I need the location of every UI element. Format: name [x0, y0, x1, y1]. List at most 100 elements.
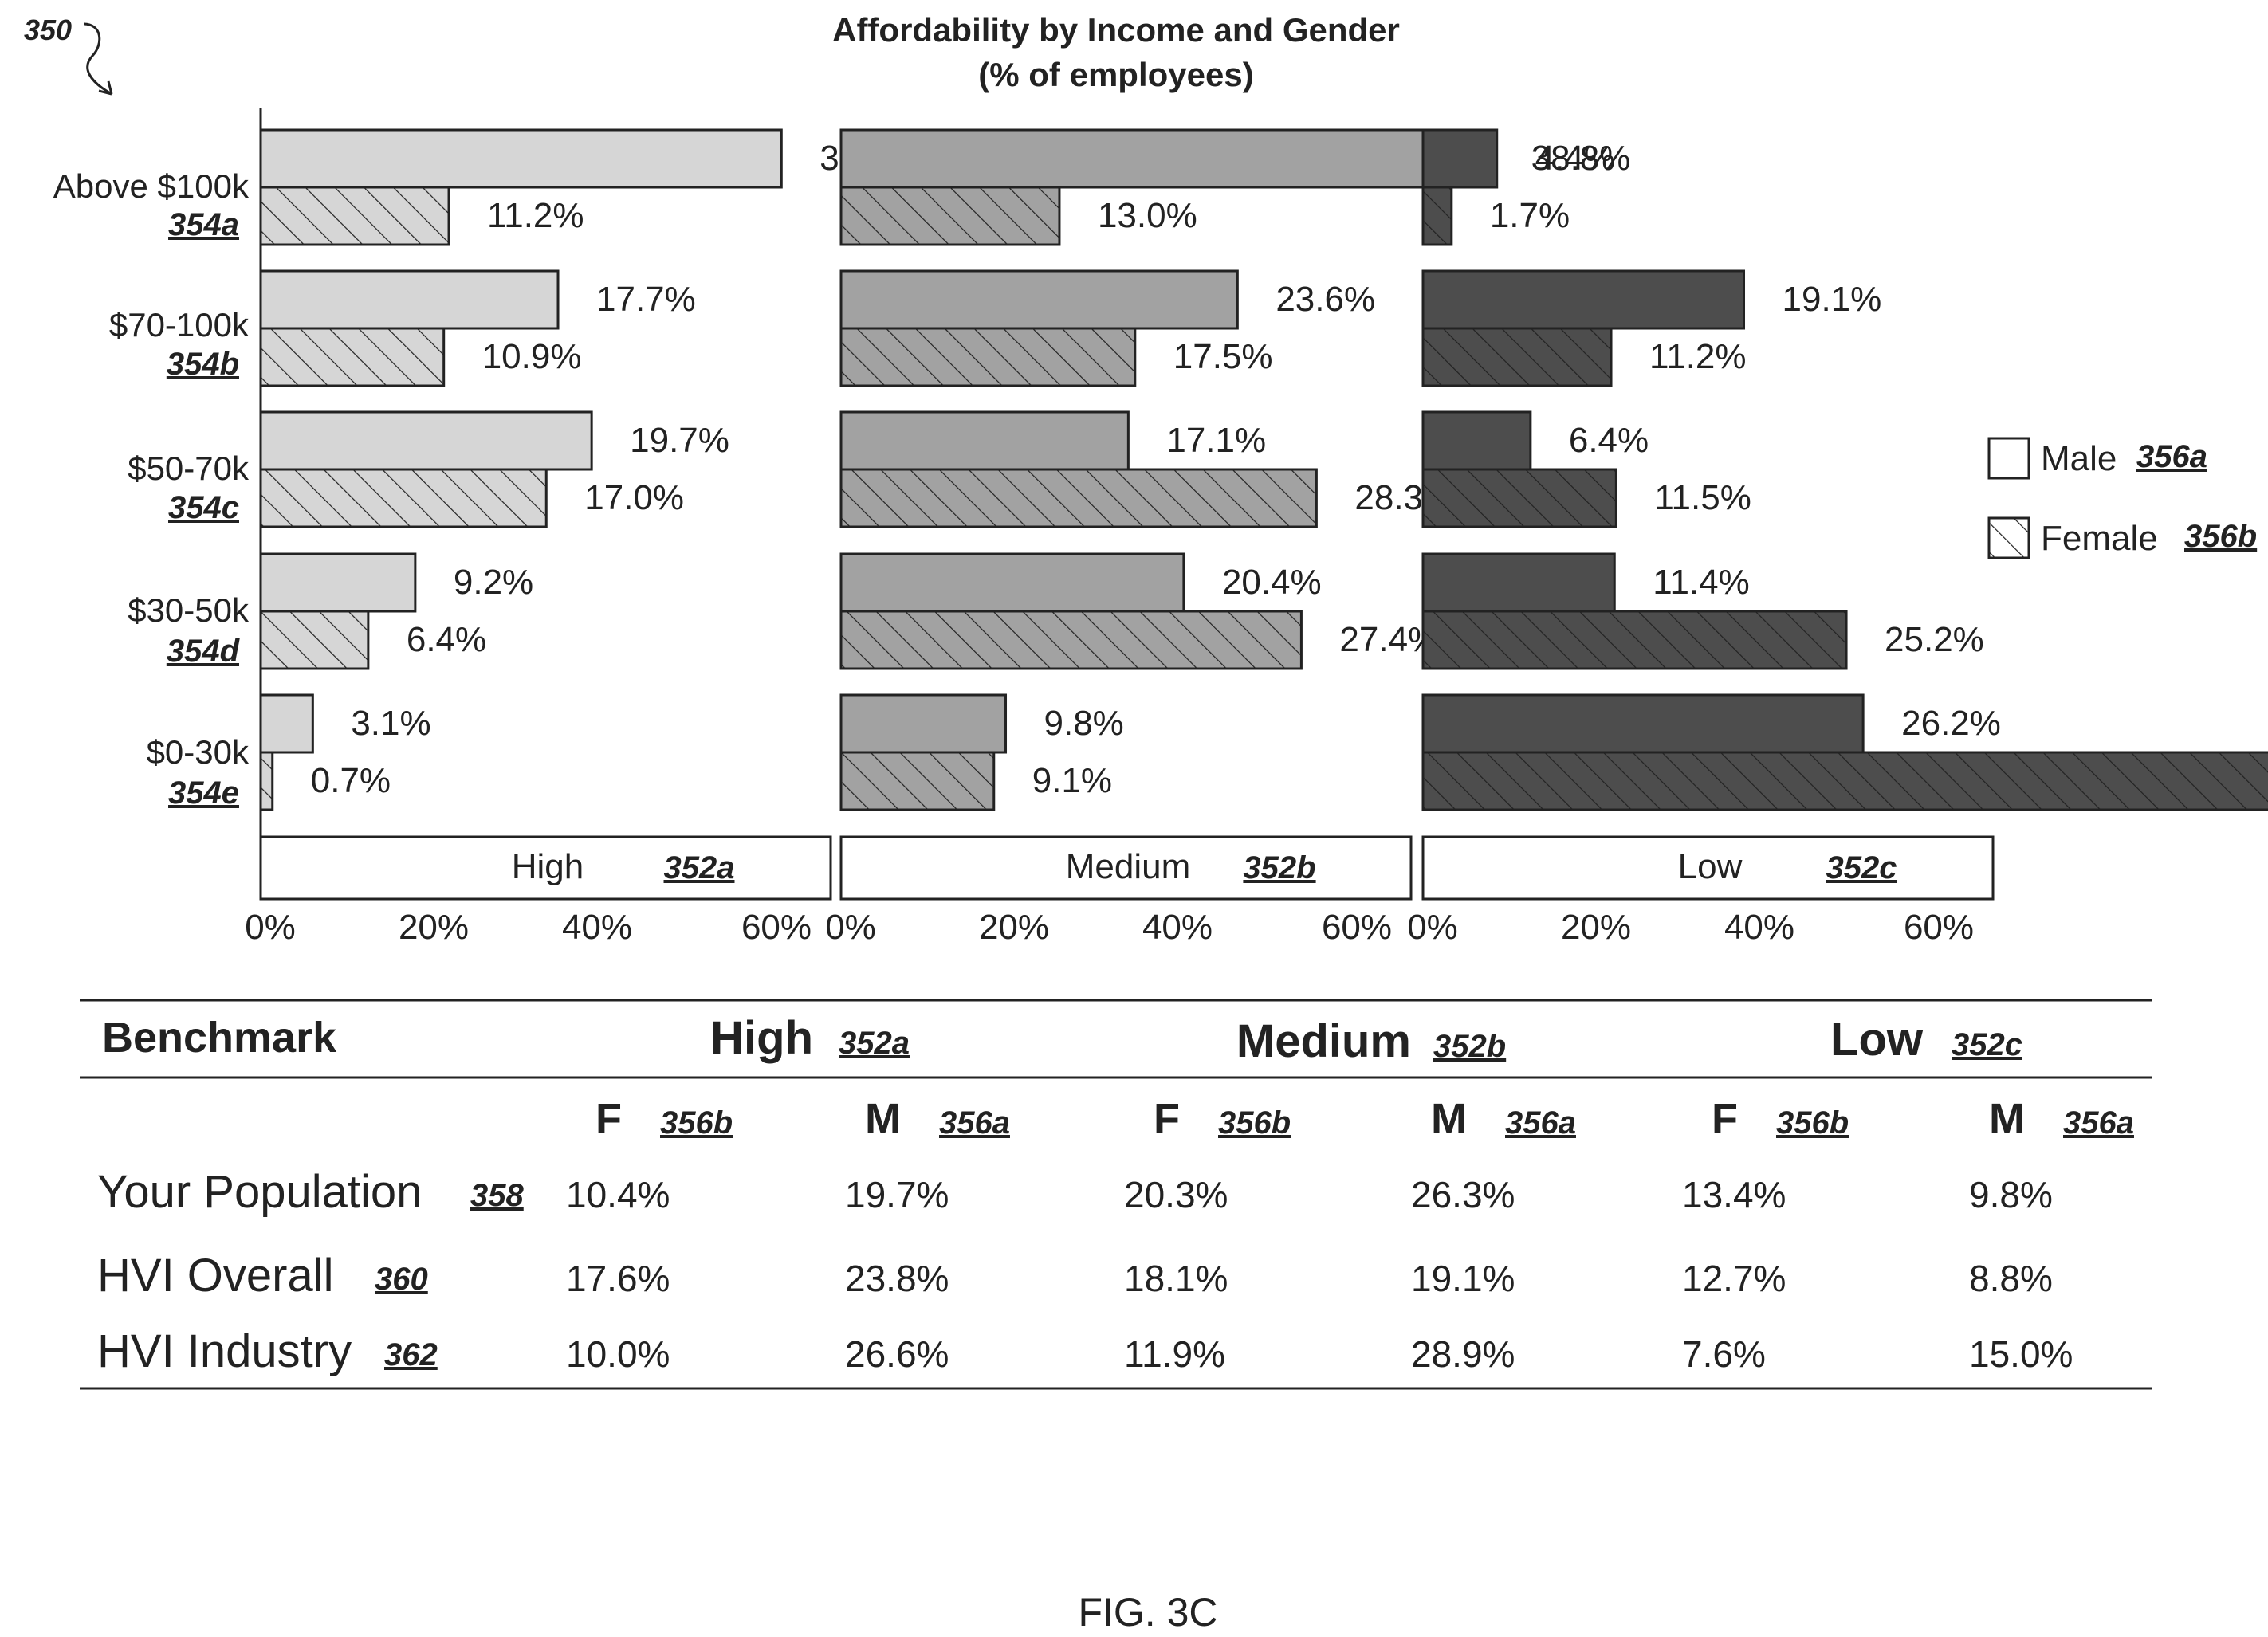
bar-female-low-2	[1421, 468, 1617, 528]
x-tick-label-medium-2: 40%	[1142, 908, 1213, 947]
figure-caption: FIG. 3C	[1078, 1590, 1217, 1635]
bar-male-medium-2	[839, 410, 1130, 471]
chart-title: Affordability by Income and Gender	[832, 11, 1400, 49]
bar-male-medium-4	[839, 693, 1008, 754]
figure-ref: 350	[24, 14, 72, 46]
table-cell-0-3: 26.3%	[1411, 1174, 1515, 1215]
bar-male-medium-3	[839, 552, 1185, 613]
data-label-male-low-2: 6.4%	[1569, 421, 1649, 460]
bar-female-low-4	[1421, 751, 2268, 811]
table-cell-2-4: 7.6%	[1682, 1333, 1766, 1375]
table-cell-1-4: 12.7%	[1682, 1258, 1786, 1299]
x-tick-label-high-1: 20%	[399, 908, 469, 947]
bar-female-low-3	[1421, 610, 1848, 670]
category-label-1: $70-100k	[109, 306, 250, 343]
table-subheader-2: F	[1154, 1095, 1180, 1143]
bar-female-hatch	[1421, 327, 1613, 387]
table-subheader-ref-5: 356a	[2063, 1105, 2134, 1140]
table-cell-0-4: 13.4%	[1682, 1174, 1786, 1215]
table-row-ref-2: 362	[384, 1337, 438, 1372]
table-cell-0-5: 9.8%	[1969, 1174, 2053, 1215]
panel-ref-medium: 352b	[1243, 850, 1315, 885]
data-label-female-medium-1: 17.5%	[1173, 337, 1273, 376]
table-subheader-4: F	[1712, 1095, 1738, 1143]
legend-ref-male: 356a	[2136, 439, 2207, 474]
data-label-female-medium-4: 9.1%	[1032, 761, 1112, 800]
panel-box-high	[259, 835, 832, 901]
table-cell-0-0: 10.4%	[566, 1174, 670, 1215]
data-label-male-medium-0: 38.8%	[1531, 139, 1631, 178]
bar-male-low-1	[1421, 269, 1746, 330]
category-ref-4: 354e	[168, 775, 239, 811]
legend-swatch-male	[1987, 437, 2030, 480]
data-label-female-low-2: 11.5%	[1654, 478, 1751, 517]
data-label-female-high-2: 17.0%	[584, 478, 684, 517]
table-subheader-3: M	[1431, 1095, 1467, 1143]
table-row-ref-0: 358	[470, 1178, 524, 1213]
data-label-male-high-2: 19.7%	[630, 421, 729, 460]
x-tick-label-low-3: 60%	[1904, 908, 1974, 947]
x-tick-label-medium-1: 20%	[979, 908, 1049, 947]
table-row-ref-1: 360	[375, 1262, 428, 1297]
category-label-4: $0-30k	[147, 733, 250, 771]
table-subheader-5: M	[1989, 1095, 2025, 1143]
bar-male-low-2	[1421, 410, 1532, 471]
table-subheader-ref-0: 356b	[660, 1105, 733, 1140]
table-cell-2-5: 15.0%	[1969, 1333, 2073, 1375]
panel-ref-low: 352c	[1826, 850, 1897, 885]
table-cell-1-5: 8.8%	[1969, 1258, 2053, 1299]
bar-female-hatch	[1421, 751, 2268, 811]
data-label-female-low-3: 25.2%	[1885, 620, 1984, 659]
bar-female-high-3	[259, 610, 370, 670]
panel-box-medium	[839, 835, 1413, 901]
panel-label-high: High	[512, 847, 584, 886]
bar-male-low-0	[1421, 128, 1499, 189]
data-label-female-high-1: 10.9%	[482, 337, 582, 376]
bar-female-high-4	[259, 751, 274, 811]
category-ref-1: 354b	[167, 347, 239, 382]
data-label-female-high-4: 0.7%	[311, 761, 391, 800]
bar-male-medium-0	[839, 128, 1495, 189]
benchmark-table: Benchmark High 352a Medium 352b Low 352c…	[80, 999, 2152, 1390]
table-subheader-0: F	[595, 1095, 622, 1143]
panel-box-low	[1421, 835, 1995, 901]
data-label-male-high-3: 9.2%	[454, 563, 533, 602]
category-label-0: Above $100k	[53, 167, 250, 205]
x-tick-label-low-1: 20%	[1561, 908, 1631, 947]
data-label-female-medium-0: 13.0%	[1098, 196, 1197, 235]
table-group-medium: Medium	[1236, 1015, 1411, 1067]
bar-female-hatch	[259, 186, 450, 246]
x-tick-label-low-2: 40%	[1724, 908, 1794, 947]
legend-label-female: Female	[2041, 519, 2158, 558]
table-cell-0-2: 20.3%	[1124, 1174, 1228, 1215]
bar-female-hatch	[1421, 186, 1453, 246]
bar-female-hatch	[259, 468, 548, 528]
category-labels: Above $100k 354a $70-100k 354b $50-70k 3…	[53, 167, 250, 811]
data-label-male-medium-1: 23.6%	[1276, 280, 1375, 319]
data-label-male-high-1: 17.7%	[596, 280, 696, 319]
category-ref-2: 354c	[168, 490, 239, 525]
legend-swatch-female	[1987, 516, 2030, 559]
table-subheader-ref-1: 356a	[939, 1105, 1010, 1140]
bar-female-high-1	[259, 327, 446, 387]
bar-male-high-0	[259, 128, 783, 189]
bar-female-hatch	[839, 327, 1137, 387]
data-label-female-high-3: 6.4%	[407, 620, 486, 659]
data-label-male-medium-3: 20.4%	[1222, 563, 1322, 602]
data-label-male-low-4: 26.2%	[1901, 704, 2001, 743]
bar-female-hatch	[839, 468, 1318, 528]
table-body: F 356b M 356a F 356b M 356a F 356b M 356a Your Popul…	[97, 1095, 2134, 1377]
table-cell-1-0: 17.6%	[566, 1258, 670, 1299]
table-cell-1-2: 18.1%	[1124, 1258, 1228, 1299]
bar-female-hatch	[1421, 468, 1617, 528]
data-label-male-medium-4: 9.8%	[1044, 704, 1124, 743]
data-label-female-low-0: 1.7%	[1490, 196, 1570, 235]
data-label-male-low-1: 19.1%	[1783, 280, 1882, 319]
bar-female-medium-3	[839, 610, 1303, 670]
bar-female-hatch	[259, 610, 370, 670]
data-label-female-low-1: 11.2%	[1649, 337, 1747, 376]
table-cell-1-3: 19.1%	[1411, 1258, 1515, 1299]
bar-female-low-1	[1421, 327, 1613, 387]
panel-label-low: Low	[1678, 847, 1743, 886]
